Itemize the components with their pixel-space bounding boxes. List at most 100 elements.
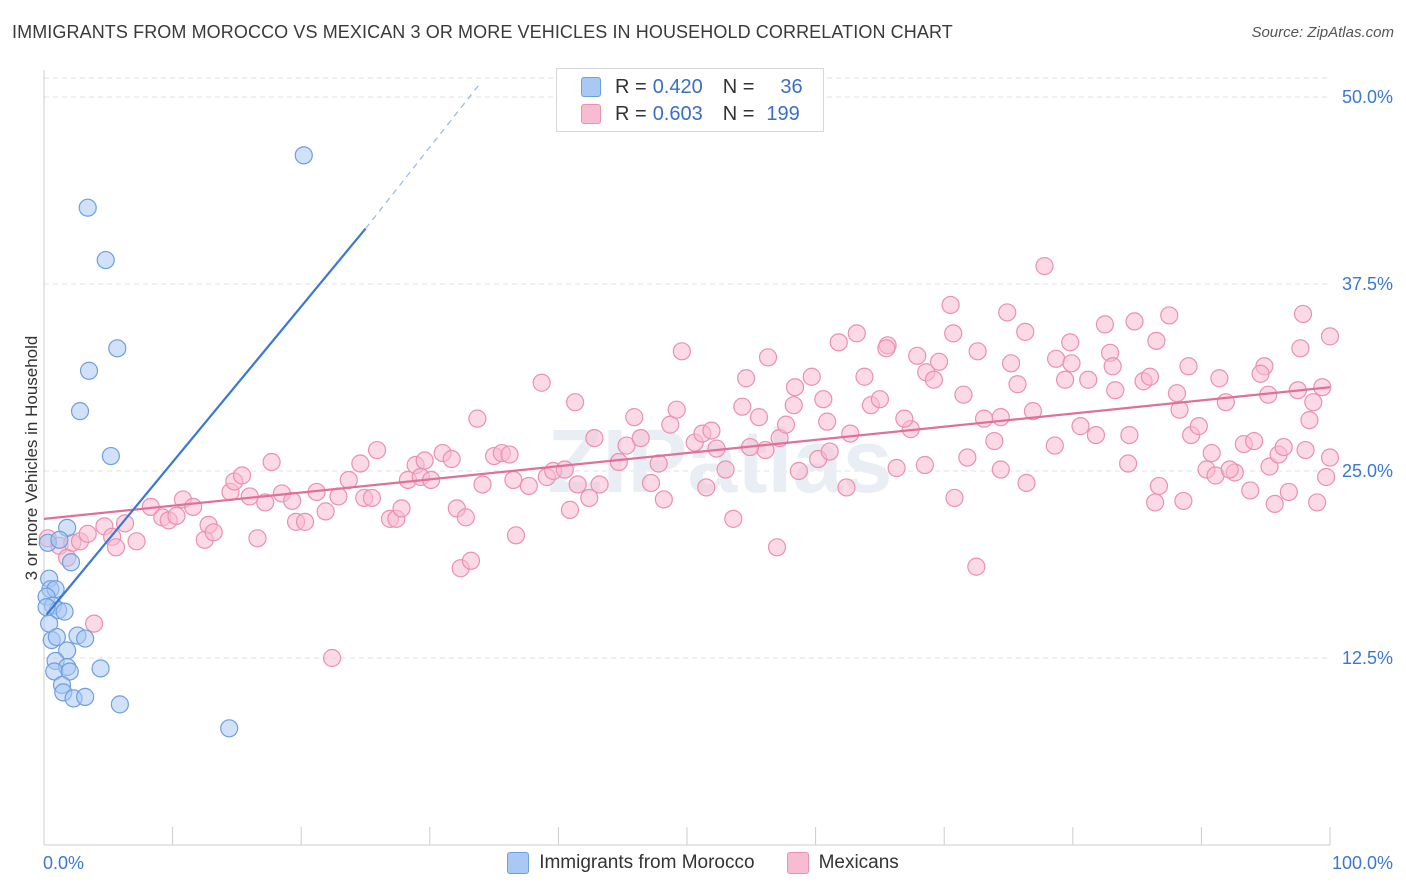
point-mexicans	[1055, 370, 1075, 389]
chart-title: IMMIGRANTS FROM MOROCCO VS MEXICAN 3 OR …	[12, 22, 953, 42]
point-mexicans	[1293, 304, 1313, 324]
point-mexicans	[767, 538, 787, 557]
point-morocco	[220, 719, 239, 738]
point-mexicans	[929, 352, 949, 371]
point-mexicans	[339, 470, 358, 490]
point-morocco	[47, 627, 66, 647]
point-mexicans	[784, 396, 803, 415]
point-mexicans	[945, 488, 964, 508]
point-mexicans	[1001, 354, 1021, 373]
point-mexicans	[924, 370, 944, 389]
point-mexicans	[1062, 354, 1081, 373]
legend-r-label: R =	[615, 75, 647, 98]
point-mexicans	[1308, 493, 1327, 512]
point-mexicans	[456, 508, 475, 527]
legend-n-label: N =	[722, 75, 755, 98]
point-mexicans	[991, 408, 1010, 427]
point-mexicans	[877, 339, 896, 358]
correlation-legend: R = 0.420 N = 36 R = 0.603 N = 199	[556, 68, 824, 132]
point-mexicans	[841, 424, 860, 443]
point-mexicans	[1103, 357, 1122, 376]
legend-row-mexicans: R = 0.603 N = 199	[581, 102, 800, 126]
point-mexicans	[367, 440, 387, 460]
legend-n-label: N =	[722, 102, 755, 125]
point-mexicans	[1320, 448, 1340, 467]
legend-r-value: 0.603	[652, 102, 703, 125]
point-mexicans	[167, 506, 186, 525]
point-mexicans	[204, 523, 223, 542]
point-mexicans	[1220, 460, 1239, 479]
point-mexicans	[1265, 494, 1284, 514]
point-mexicans	[915, 455, 935, 475]
point-mexicans	[1149, 476, 1169, 496]
point-mexicans	[1045, 436, 1064, 455]
point-morocco	[96, 250, 115, 270]
point-morocco	[70, 402, 90, 421]
point-mexicans	[733, 397, 752, 416]
point-mexicans	[1241, 481, 1260, 500]
point-mexicans	[1279, 482, 1298, 502]
point-mexicans	[654, 490, 673, 509]
legend-swatch-morocco	[581, 77, 601, 97]
legend-swatch-morocco	[507, 852, 530, 874]
point-morocco	[79, 361, 99, 380]
point-mexicans	[1146, 493, 1165, 512]
point-mexicans	[504, 470, 523, 490]
point-mexicans	[262, 452, 281, 472]
point-mexicans	[697, 478, 716, 497]
legend-label-morocco: Immigrants from Morocco	[539, 852, 755, 873]
point-mexicans	[106, 538, 126, 557]
point-mexicans	[566, 393, 585, 412]
point-mexicans	[958, 448, 977, 467]
trendline-morocco	[45, 227, 367, 616]
legend-swatch-mexicans	[786, 852, 809, 874]
point-mexicans	[78, 524, 97, 543]
legend-n-value: 36	[780, 75, 803, 98]
point-mexicans	[1167, 384, 1187, 403]
point-mexicans	[716, 460, 735, 479]
point-mexicans	[316, 502, 335, 521]
point-mexicans	[617, 436, 636, 455]
point-mexicans	[1095, 315, 1115, 334]
point-mexicans	[1160, 306, 1179, 325]
point-mexicans	[1179, 357, 1198, 376]
point-mexicans	[1140, 367, 1160, 386]
point-mexicans	[1106, 381, 1125, 400]
point-mexicans	[532, 373, 551, 392]
point-mexicans	[749, 408, 769, 427]
point-mexicans	[1189, 417, 1208, 436]
point-mexicans	[625, 408, 644, 427]
point-mexicans	[661, 415, 680, 434]
point-mexicans	[1023, 402, 1043, 421]
point-mexicans	[1017, 473, 1036, 493]
point-mexicans	[1086, 425, 1106, 445]
legend-item-mexicans[interactable]: Mexicans	[786, 852, 899, 874]
point-mexicans	[1147, 331, 1166, 350]
point-morocco	[76, 687, 95, 706]
point-mexicans	[887, 458, 906, 478]
point-morocco	[76, 629, 95, 648]
point-mexicans	[115, 514, 135, 533]
point-mexicans	[555, 460, 574, 479]
point-morocco	[108, 339, 127, 358]
point-mexicans	[351, 454, 370, 473]
point-mexicans	[295, 512, 315, 531]
point-mexicans	[1170, 400, 1189, 419]
point-mexicans	[1046, 349, 1066, 368]
point-mexicans	[256, 493, 275, 512]
point-mexicans	[519, 476, 538, 496]
point-mexicans	[560, 500, 580, 519]
point-mexicans	[837, 478, 856, 497]
trendline-mexicans	[43, 386, 1331, 520]
point-mexicans	[631, 428, 650, 448]
point-morocco	[110, 695, 129, 714]
point-morocco	[294, 146, 313, 165]
point-mexicans	[468, 409, 487, 428]
series-legend: Immigrants from Morocco Mexicans	[0, 852, 1406, 874]
point-mexicans	[967, 557, 986, 576]
point-morocco	[37, 598, 56, 617]
point-morocco	[60, 662, 79, 681]
legend-n-value: 199	[766, 102, 800, 125]
point-mexicans	[85, 614, 104, 633]
legend-item-morocco[interactable]: Immigrants from Morocco	[507, 852, 755, 874]
